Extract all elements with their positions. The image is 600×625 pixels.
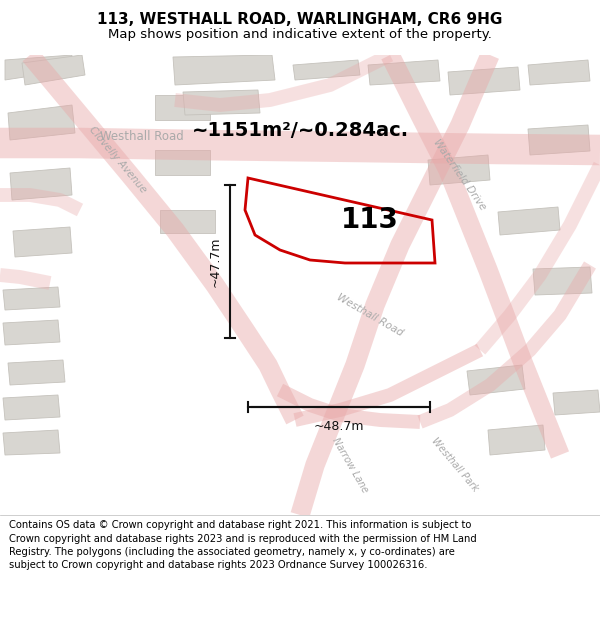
- Polygon shape: [8, 105, 75, 140]
- Text: Waterfield Drive: Waterfield Drive: [432, 138, 488, 212]
- Polygon shape: [498, 207, 560, 235]
- Polygon shape: [3, 287, 60, 310]
- Polygon shape: [183, 90, 260, 115]
- Text: ~1151m²/~0.284ac.: ~1151m²/~0.284ac.: [191, 121, 409, 139]
- Polygon shape: [5, 55, 72, 80]
- Polygon shape: [467, 365, 525, 395]
- Text: Narrow Lane: Narrow Lane: [330, 436, 370, 494]
- Polygon shape: [173, 55, 275, 85]
- Polygon shape: [368, 60, 440, 85]
- Polygon shape: [428, 155, 490, 185]
- Text: Contains OS data © Crown copyright and database right 2021. This information is : Contains OS data © Crown copyright and d…: [9, 521, 477, 570]
- Text: Westhall Park: Westhall Park: [430, 436, 481, 494]
- Polygon shape: [3, 430, 60, 455]
- Polygon shape: [155, 95, 210, 120]
- Polygon shape: [533, 267, 592, 295]
- Polygon shape: [13, 227, 72, 257]
- Polygon shape: [160, 210, 215, 233]
- Polygon shape: [10, 168, 72, 200]
- Text: 113, WESTHALL ROAD, WARLINGHAM, CR6 9HG: 113, WESTHALL ROAD, WARLINGHAM, CR6 9HG: [97, 12, 503, 27]
- Polygon shape: [22, 55, 85, 85]
- Text: ~47.7m: ~47.7m: [209, 236, 222, 287]
- Polygon shape: [448, 67, 520, 95]
- Polygon shape: [488, 425, 545, 455]
- Text: Westhall Road: Westhall Road: [100, 131, 184, 144]
- Polygon shape: [528, 125, 590, 155]
- Text: 113: 113: [341, 206, 399, 234]
- Polygon shape: [8, 360, 65, 385]
- Text: Clovelly Avenue: Clovelly Avenue: [88, 125, 149, 195]
- Polygon shape: [293, 60, 360, 80]
- Polygon shape: [3, 320, 60, 345]
- Text: ~48.7m: ~48.7m: [314, 420, 364, 433]
- Polygon shape: [155, 150, 210, 175]
- Polygon shape: [3, 395, 60, 420]
- Text: Westhall Road: Westhall Road: [335, 292, 405, 338]
- Polygon shape: [528, 60, 590, 85]
- Text: Map shows position and indicative extent of the property.: Map shows position and indicative extent…: [108, 28, 492, 41]
- Polygon shape: [553, 390, 600, 415]
